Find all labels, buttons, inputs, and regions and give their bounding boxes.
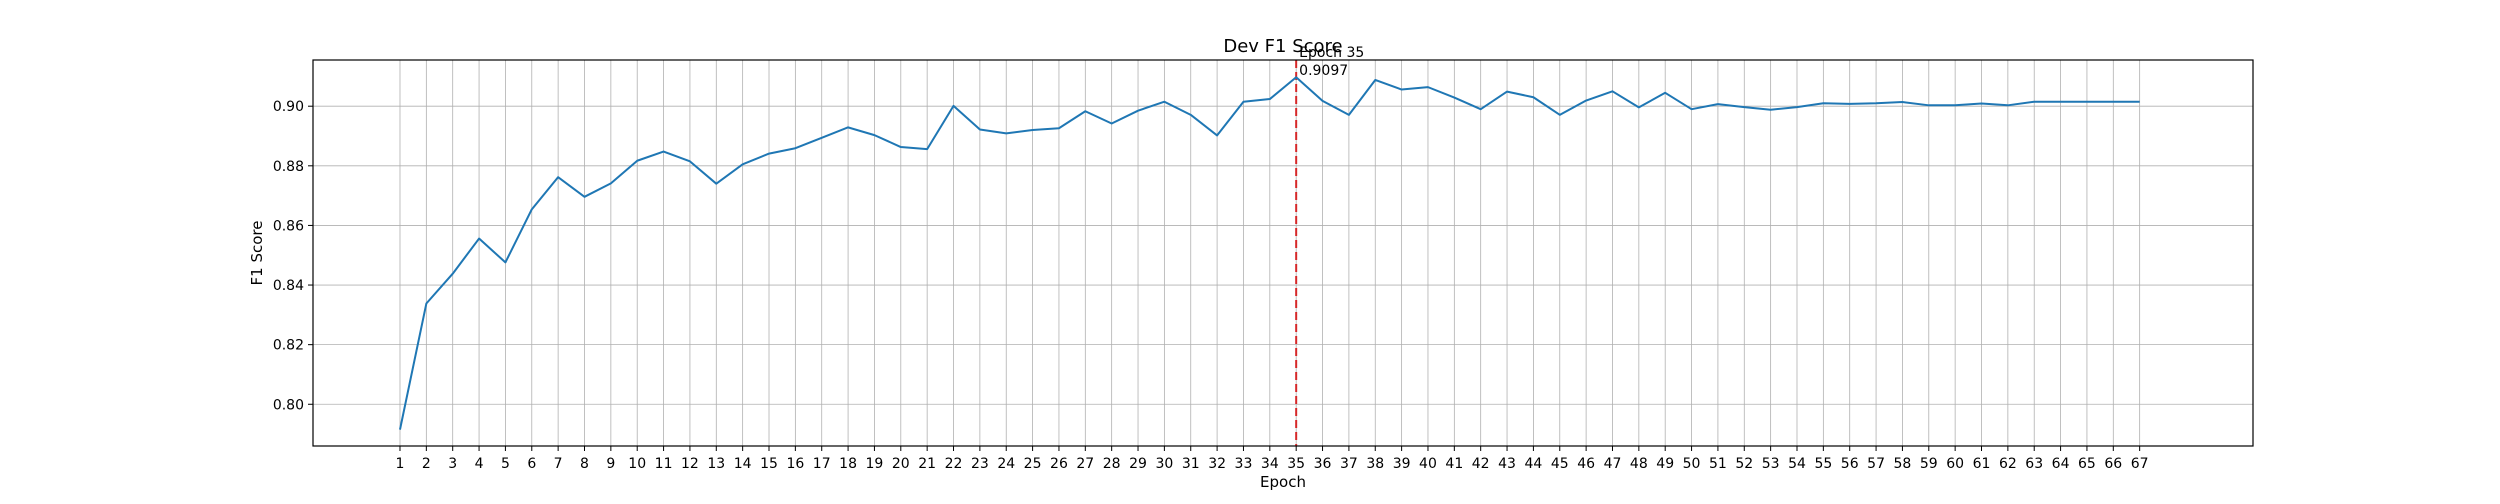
y-tick-label: 0.86 — [273, 218, 304, 234]
x-tick-label: 52 — [1735, 456, 1753, 472]
x-tick-label: 3 — [448, 456, 457, 472]
x-tick-label: 60 — [1946, 456, 1964, 472]
y-axis-label: F1 Score — [248, 221, 266, 286]
x-tick-label: 42 — [1472, 456, 1490, 472]
x-tick-label: 29 — [1129, 456, 1147, 472]
x-tick-label: 2 — [422, 456, 431, 472]
x-tick-label: 50 — [1683, 456, 1701, 472]
x-tick-label: 46 — [1577, 456, 1595, 472]
x-tick-label: 1 — [396, 456, 405, 472]
x-tick-label: 16 — [786, 456, 804, 472]
x-tick-label: 67 — [2131, 456, 2149, 472]
y-tick-label: 0.88 — [273, 159, 304, 175]
x-tick-label: 18 — [839, 456, 857, 472]
x-tick-label: 38 — [1366, 456, 1384, 472]
x-tick-label: 47 — [1604, 456, 1622, 472]
x-tick-label: 14 — [734, 456, 752, 472]
f1-series-line — [399, 76, 2140, 430]
x-tick-label: 8 — [580, 456, 589, 472]
y-tick-label: 0.82 — [273, 338, 304, 354]
x-tick-label: 56 — [1841, 456, 1859, 472]
x-tick-label: 13 — [707, 456, 725, 472]
x-tick-label: 39 — [1393, 456, 1411, 472]
x-tick-label: 15 — [760, 456, 778, 472]
x-tick-label: 33 — [1235, 456, 1253, 472]
x-tick-label: 7 — [554, 456, 563, 472]
x-tick-label: 34 — [1261, 456, 1279, 472]
x-tick-label: 45 — [1551, 456, 1569, 472]
x-tick-label: 62 — [1999, 456, 2017, 472]
y-tick-label: 0.90 — [273, 99, 304, 115]
x-tick-label: 64 — [2052, 456, 2070, 472]
x-tick-label: 44 — [1524, 456, 1542, 472]
x-tick-label: 9 — [606, 456, 615, 472]
x-tick-label: 66 — [2104, 456, 2122, 472]
y-tick-label: 0.84 — [273, 278, 304, 294]
x-tick-label: 49 — [1656, 456, 1674, 472]
x-tick-label: 12 — [681, 456, 699, 472]
x-tick-label: 24 — [997, 456, 1015, 472]
y-axis-ticks: 0.80 0.82 0.84 0.86 0.88 0.90 — [273, 99, 313, 413]
grid-lines — [313, 60, 2253, 446]
x-tick-label: 21 — [918, 456, 936, 472]
x-tick-label: 55 — [1814, 456, 1832, 472]
series-lines — [399, 76, 2140, 430]
x-tick-label: 59 — [1920, 456, 1938, 472]
x-tick-label: 43 — [1498, 456, 1516, 472]
x-tick-label: 32 — [1208, 456, 1226, 472]
x-tick-label: 22 — [945, 456, 963, 472]
plot-area-frame — [312, 59, 2254, 447]
x-tick-label: 27 — [1076, 456, 1094, 472]
x-tick-label: 23 — [971, 456, 989, 472]
x-axis-label: Epoch — [1260, 473, 1306, 491]
x-axis-ticks: 1 2 3 4 5 6 7 8 9 10 11 12 13 14 15 16 17 18 19 20 21 22 23 24 2… — [396, 446, 2149, 472]
x-tick-label: 30 — [1155, 456, 1173, 472]
x-tick-label: 10 — [628, 456, 646, 472]
x-tick-label: 48 — [1630, 456, 1648, 472]
x-tick-label: 19 — [866, 456, 884, 472]
x-tick-label: 61 — [1973, 456, 1991, 472]
x-tick-label: 20 — [892, 456, 910, 472]
x-tick-label: 25 — [1024, 456, 1042, 472]
x-tick-label: 4 — [475, 456, 484, 472]
x-tick-label: 11 — [655, 456, 673, 472]
x-tick-label: 36 — [1314, 456, 1332, 472]
x-tick-label: 31 — [1182, 456, 1200, 472]
x-tick-label: 5 — [501, 456, 510, 472]
best-epoch-value: 0.9097 — [1299, 63, 1348, 79]
x-tick-label: 54 — [1788, 456, 1806, 472]
chart-title: Dev F1 Score — [1223, 36, 1342, 57]
x-tick-label: 17 — [813, 456, 831, 472]
x-tick-label: 63 — [2025, 456, 2043, 472]
x-tick-label: 40 — [1419, 456, 1437, 472]
x-tick-label: 26 — [1050, 456, 1068, 472]
x-tick-label: 65 — [2078, 456, 2096, 472]
x-tick-label: 37 — [1340, 456, 1358, 472]
x-tick-label: 6 — [527, 456, 536, 472]
y-tick-label: 0.80 — [273, 397, 304, 413]
x-tick-label: 28 — [1103, 456, 1121, 472]
x-tick-label: 57 — [1867, 456, 1885, 472]
x-tick-label: 58 — [1894, 456, 1912, 472]
x-tick-label: 53 — [1762, 456, 1780, 472]
x-tick-label: 35 — [1287, 456, 1305, 472]
x-tick-label: 51 — [1709, 456, 1727, 472]
x-tick-label: 41 — [1445, 456, 1463, 472]
best-epoch-label: Epoch 35 — [1299, 45, 1364, 61]
